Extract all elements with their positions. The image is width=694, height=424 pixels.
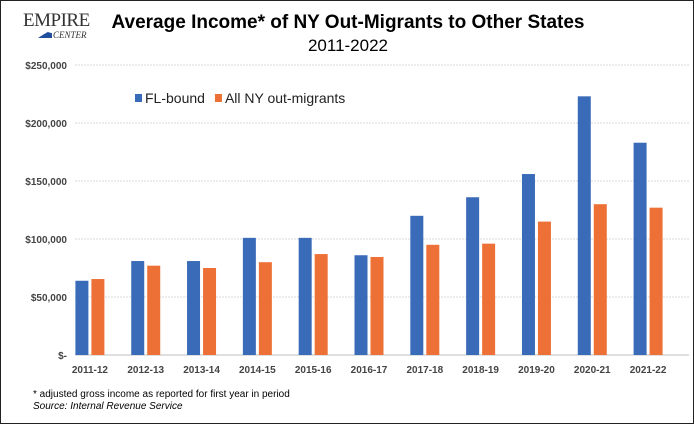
bar-fl-bound-2020-21 [577,96,591,355]
footnote: * adjusted gross income as reported for … [33,389,290,400]
bar-fl-bound-2017-18 [410,215,424,355]
legend-label: All NY out-migrants [225,90,345,106]
y-tick-label: $200,000 [25,119,67,130]
x-tick-label: 2012-13 [127,365,164,376]
bar-all-ny-2012-13 [147,265,161,355]
x-tick-label: 2021-22 [630,365,667,376]
x-tick-label: 2014-15 [239,365,276,376]
x-tick-label: 2011-12 [72,365,109,376]
logo-text: EMPIRE [23,10,90,31]
bar-all-ny-2013-14 [203,268,217,355]
bar-fl-bound-2015-16 [298,237,312,355]
logo-subtext: CENTER [53,30,87,40]
bar-all-ny-2021-22 [649,207,663,355]
bar-all-ny-2017-18 [426,244,440,355]
y-tick-label: $50,000 [31,293,68,304]
y-tick-label: $150,000 [25,177,67,188]
bar-fl-bound-2013-14 [187,261,201,355]
legend-swatch [214,94,222,102]
x-tick-label: 2020-21 [574,365,611,376]
bar-fl-bound-2019-20 [521,174,535,355]
bar-all-ny-2011-12 [91,279,105,355]
bar-fl-bound-2021-22 [633,142,647,355]
bar-all-ny-2018-19 [482,243,496,355]
bar-all-ny-2016-17 [370,256,384,355]
empire-center-logo: EMPIRE CENTER [23,11,98,41]
bar-all-ny-2015-16 [314,254,328,355]
bar-fl-bound-2012-13 [131,261,145,355]
chart-subtitle: 2011-2022 [307,36,389,55]
x-tick-label: 2015-16 [295,365,332,376]
legend-swatch [135,94,142,102]
chart-title: Average Income* of NY Out-Migrants to Ot… [111,12,585,33]
y-tick-label: $250,000 [25,61,67,72]
bar-fl-bound-2014-15 [242,237,256,355]
x-tick-label: 2018-19 [462,365,499,376]
x-tick-label: 2013-14 [183,365,220,376]
bar-fl-bound-2016-17 [354,255,368,355]
ny-state-icon [38,32,52,38]
x-tick-label: 2019-20 [518,365,555,376]
bar-all-ny-2020-21 [593,204,607,355]
y-tick-label: $100,000 [25,235,67,246]
bar-all-ny-2019-20 [537,221,551,355]
source-note: Source: Internal Revenue Service [33,401,183,412]
bar-all-ny-2014-15 [258,262,272,355]
y-tick-label: $- [58,351,67,362]
x-tick-label: 2017-18 [406,365,443,376]
legend-label: FL-bound [145,90,205,106]
bar-fl-bound-2018-19 [466,197,480,355]
x-tick-label: 2016-17 [351,365,388,376]
bar-fl-bound-2011-12 [75,280,89,355]
